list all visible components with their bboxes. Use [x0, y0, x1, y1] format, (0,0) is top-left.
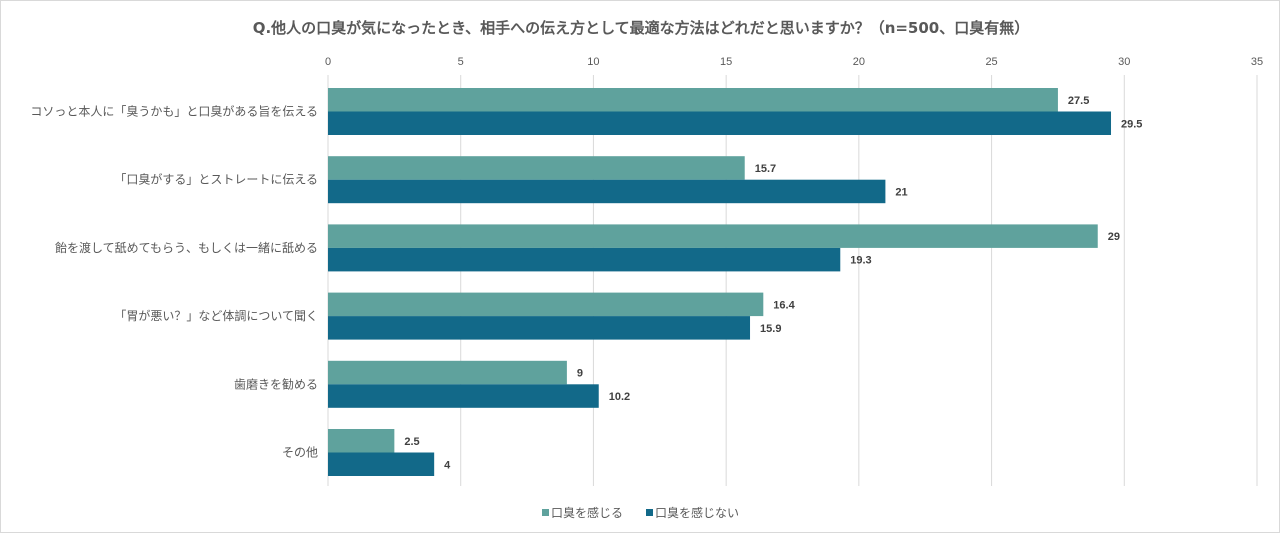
category-label: 歯磨きを勧める: [234, 377, 318, 391]
category-label: 「口臭がする」とストレートに伝える: [114, 172, 318, 187]
bar-series-2-cat-2: [328, 179, 886, 204]
category-label: 飴を渡して舐めてもらう、もしくは一緒に舐める: [55, 240, 318, 255]
bar-series-1-cat-2: [328, 156, 745, 180]
x-tick-label: 10: [587, 56, 599, 68]
bar-series-2-cat-4: [328, 316, 751, 340]
data-label: 10.2: [609, 391, 630, 403]
category-label: その他: [282, 446, 318, 460]
bar-series-1-cat-1: [328, 88, 1058, 112]
data-label: 4: [444, 459, 451, 471]
bar-series-1-cat-6: [328, 429, 395, 453]
bar-series-1-cat-3: [328, 224, 1098, 248]
bars: 27.5 29.5 15.7 21 29 19.3 16.4 15.9 9 10.2 2.5 4: [328, 88, 1142, 476]
data-label: 29.5: [1121, 118, 1142, 130]
category-label: 「胃が悪い？」など体調について聞く: [114, 308, 318, 323]
x-axis-ticks: 0 5 10 15 20 25 30 35: [325, 56, 1263, 68]
chart-title: Q.他人の口臭が気になったとき、相手への伝え方として最適な方法はどれだと思います…: [253, 19, 1030, 37]
legend-label-series-1: 口臭を感じる: [551, 505, 623, 520]
x-tick-label: 30: [1118, 56, 1130, 68]
bar-series-2-cat-5: [328, 384, 599, 408]
category-labels: コソっと本人に「臭うかも」と口臭がある旨を伝える「口臭がする」とストレートに伝え…: [30, 104, 318, 460]
data-label: 16.4: [773, 299, 795, 311]
bar-series-2-cat-6: [328, 452, 435, 476]
legend-swatch-series-1: [542, 509, 549, 516]
bar-series-1-cat-5: [328, 360, 567, 385]
x-tick-label: 5: [458, 56, 464, 68]
legend: 口臭を感じる 口臭を感じない: [542, 505, 739, 520]
x-tick-label: 20: [853, 56, 865, 68]
x-tick-label: 0: [325, 56, 331, 68]
data-label: 27.5: [1068, 95, 1089, 107]
category-label: コソっと本人に「臭うかも」と口臭がある旨を伝える: [30, 104, 318, 119]
x-tick-label: 35: [1251, 56, 1263, 68]
data-label: 9: [577, 368, 583, 380]
x-tick-label: 25: [985, 56, 997, 68]
data-label: 19.3: [850, 255, 871, 267]
bar-series-1-cat-4: [328, 292, 764, 317]
data-label: 21: [895, 186, 907, 198]
bar-series-2-cat-1: [328, 111, 1112, 135]
data-label: 15.9: [760, 323, 781, 335]
legend-swatch-series-2: [646, 509, 653, 516]
data-label: 2.5: [404, 436, 419, 448]
legend-label-series-2: 口臭を感じない: [655, 505, 739, 520]
data-label: 29: [1108, 231, 1120, 243]
data-label: 15.7: [755, 163, 776, 175]
x-tick-label: 15: [720, 56, 732, 68]
gridlines: [327, 75, 1258, 486]
bar-series-2-cat-3: [328, 247, 841, 272]
